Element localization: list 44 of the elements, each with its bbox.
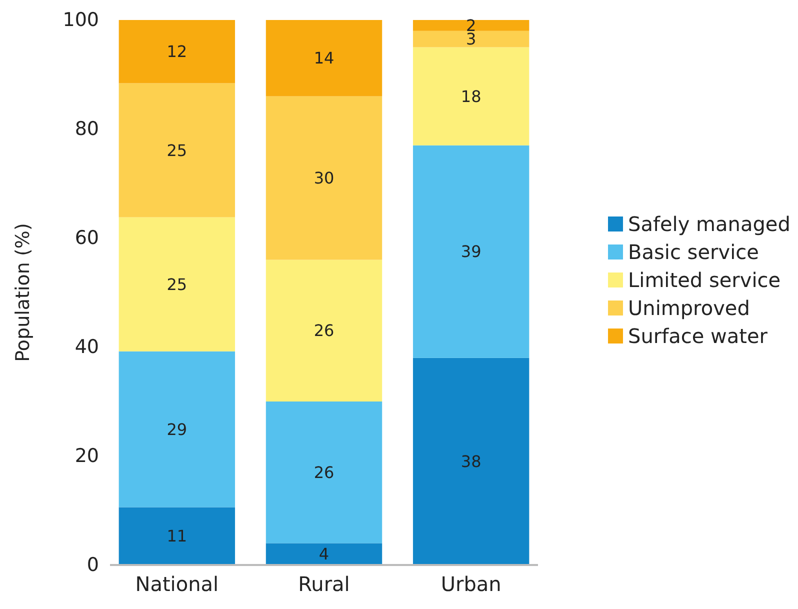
- data-label: 3: [466, 30, 476, 49]
- data-label: 38: [460, 452, 482, 471]
- bar: [266, 260, 382, 402]
- y-tick-label: 60: [74, 227, 99, 250]
- bar: [118, 351, 236, 508]
- bar: [266, 402, 382, 544]
- legend-label: Basic service: [628, 240, 759, 264]
- y-tick-label: 20: [74, 445, 99, 468]
- data-label: 39: [460, 242, 482, 262]
- data-label: 4: [318, 544, 330, 564]
- legend-label: Unimproved: [628, 296, 750, 320]
- legend-label: Safely managed: [628, 212, 790, 236]
- bar: [266, 20, 382, 96]
- x-tick-label: National: [135, 572, 219, 596]
- bar: [118, 217, 236, 352]
- data-label: 26: [314, 321, 334, 340]
- y-tick-label: 0: [86, 554, 99, 576]
- data-label: 25: [166, 140, 188, 160]
- data-label: 12: [166, 42, 188, 62]
- x-tick-label: Rural: [298, 572, 350, 596]
- bar: [412, 358, 530, 565]
- bar: [412, 30, 530, 48]
- bar: [118, 507, 236, 565]
- bar: [412, 145, 530, 358]
- data-label: 11: [166, 526, 188, 546]
- data-label: 26: [314, 462, 334, 482]
- y-axis-title: Population (%): [12, 223, 34, 362]
- x-tick-label: Urban: [440, 572, 502, 596]
- bar: [266, 96, 382, 260]
- legend-label: Limited service: [628, 268, 781, 292]
- y-tick-label: 40: [74, 336, 99, 358]
- data-label: 29: [166, 420, 188, 439]
- data-label: 25: [166, 274, 188, 294]
- legend-label: Surface water: [628, 324, 768, 348]
- data-label: 14: [314, 48, 334, 68]
- bar: [118, 20, 236, 84]
- y-tick-label: 80: [74, 118, 99, 140]
- y-tick-label: 100: [62, 9, 99, 32]
- data-label: 18: [460, 86, 482, 106]
- bar: [412, 47, 530, 146]
- bar: [118, 83, 236, 218]
- data-label: 30: [314, 168, 334, 188]
- bar: [266, 543, 382, 565]
- bar: [412, 20, 530, 31]
